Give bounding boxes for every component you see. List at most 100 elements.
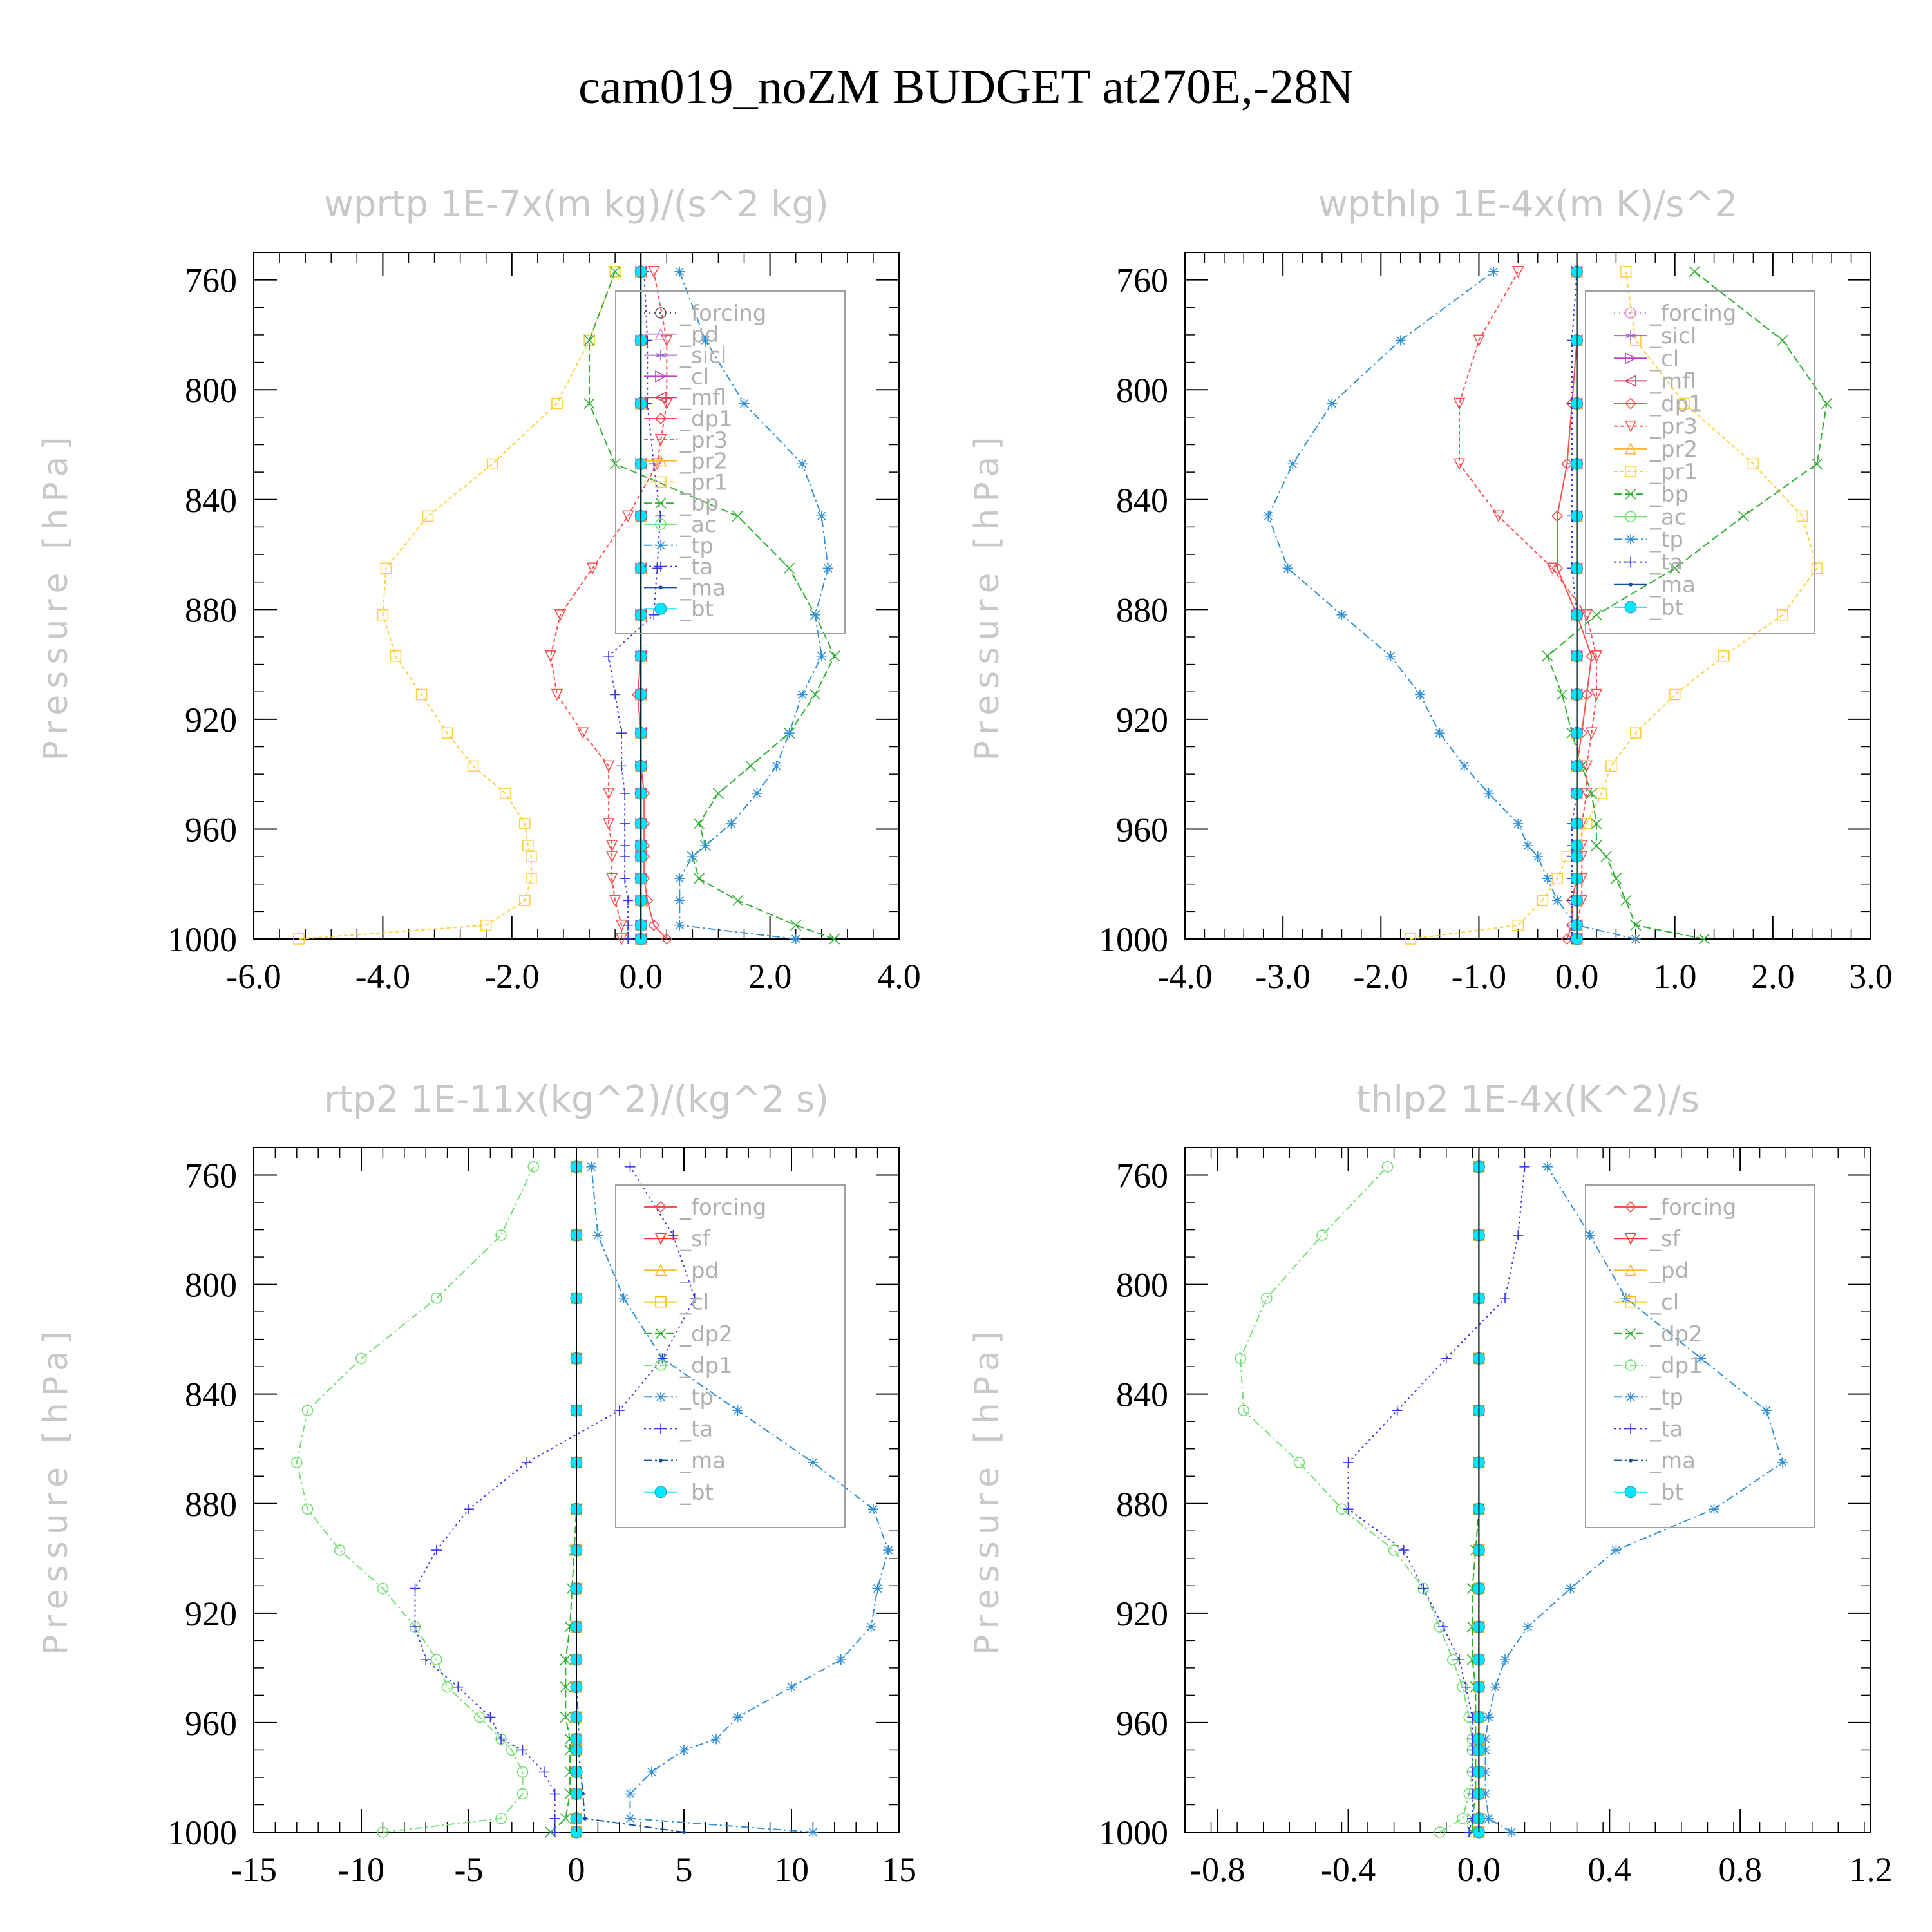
data-point [689, 1293, 700, 1303]
data-point [1405, 933, 1416, 945]
x-tick-label: 2.0 [1751, 957, 1795, 996]
y-tick-label: 1000 [1099, 920, 1168, 959]
x-tick-label: -4.0 [1157, 957, 1212, 996]
data-point [693, 873, 705, 884]
data-point [1761, 1405, 1772, 1416]
series-line [1410, 271, 1818, 940]
legend-label: _forcing [679, 1195, 766, 1220]
data-point [1611, 1545, 1622, 1556]
data-point [464, 1504, 474, 1515]
legend-box [1585, 290, 1815, 634]
data-point [410, 1622, 421, 1633]
data-point [620, 788, 630, 799]
legend-marker [654, 1486, 667, 1499]
data-point [1392, 1405, 1403, 1416]
legend-label: _tp [679, 533, 714, 559]
data-point [380, 562, 392, 574]
data-point [453, 1681, 464, 1692]
legend-label: _bt [679, 1480, 714, 1506]
data-point [1441, 1353, 1452, 1364]
chart-panel-4: thlp2 1E-4x(K^2)/s Pressure [hPa] 760 800 84… [968, 1079, 1893, 1889]
legend-marker [655, 518, 667, 530]
data-point [583, 397, 595, 410]
legend-label: _dp1 [679, 406, 733, 432]
data-point [1235, 1352, 1247, 1365]
data-point [1434, 728, 1445, 739]
data-point [674, 920, 685, 931]
data-point [496, 1734, 507, 1745]
data-point [519, 895, 531, 907]
data-point [431, 1654, 442, 1665]
x-tick-label: 0.4 [1588, 1850, 1632, 1889]
data-point [810, 609, 820, 620]
data-point [431, 1545, 442, 1556]
data-point [485, 1712, 496, 1723]
data-point [1561, 458, 1573, 470]
data-point [1542, 1161, 1553, 1172]
legend-label: _bp [1649, 482, 1689, 507]
data-point [657, 1353, 668, 1364]
data-point [377, 1826, 389, 1838]
data-point [1551, 510, 1564, 522]
y-tick-label: 1000 [167, 1814, 237, 1852]
data-point [623, 934, 634, 944]
series-line [1557, 271, 1593, 940]
y-tick-label: 1000 [167, 920, 237, 959]
data-point [835, 1654, 846, 1665]
data-point [674, 873, 685, 884]
data-point [355, 1352, 367, 1365]
y-tick-label: 960 [1116, 810, 1168, 849]
legend-marker [1624, 397, 1637, 410]
data-point [616, 728, 627, 739]
data-point [1513, 818, 1524, 829]
legend-label: _cl [1649, 346, 1679, 372]
data-point [519, 818, 531, 829]
legend-label: _ta [679, 554, 713, 580]
legend-label: _ac [679, 512, 717, 538]
figure-title: cam019_noZM BUDGET at270E,-28N [578, 60, 1354, 114]
y-tick-label: 760 [185, 1157, 237, 1195]
series-line [1347, 1166, 1526, 1833]
data-point [1584, 1230, 1595, 1241]
data-point [1260, 1293, 1273, 1304]
data-point [625, 1161, 636, 1172]
legend-marker [1624, 601, 1637, 614]
series-line [549, 271, 668, 939]
x-tick-label: -5 [455, 1850, 484, 1889]
data-point [301, 1503, 314, 1515]
data-point [1480, 1766, 1491, 1777]
data-point [377, 609, 389, 621]
y-tick-label: 840 [1116, 481, 1168, 520]
y-tick-label: 800 [185, 1266, 237, 1305]
data-point [1557, 688, 1568, 701]
data-point [1453, 458, 1466, 471]
data-point [1796, 510, 1808, 522]
data-point [1669, 562, 1681, 574]
data-point [415, 688, 428, 701]
x-tick-label: -1.0 [1452, 957, 1506, 996]
data-point [526, 873, 537, 884]
legend-label: _mfl [1649, 368, 1696, 394]
legend: _forcing_sicl_cl_mfl_dp1_pr3_pr2_pr1_bp_… [1585, 290, 1815, 634]
data-point [1464, 1827, 1475, 1837]
legend-marker [655, 370, 667, 383]
x-tick-label: 1.2 [1849, 1850, 1893, 1889]
data-point [625, 1813, 636, 1824]
data-point [527, 1160, 540, 1173]
legend-label: _sf [1649, 1226, 1681, 1252]
data-point [1532, 851, 1543, 862]
legend: _forcing _sf _pd _cl _dp2 _dp1 _tp _ta _ma _bt [615, 1184, 846, 1528]
data-point [646, 1766, 657, 1777]
data-point [1483, 1712, 1494, 1723]
data-point [739, 398, 750, 409]
legend: _forcing _sf _pd _cl _dp2 _dp1 _tp _ta _ma _bt [1585, 1184, 1815, 1528]
data-point [576, 727, 589, 739]
legend-label: _dp2 [1649, 1321, 1703, 1347]
data-point [1669, 688, 1681, 701]
data-point [1459, 761, 1470, 772]
data-point [1287, 459, 1298, 469]
legend-marker [659, 1458, 663, 1463]
data-point [334, 1544, 346, 1556]
data-point [1238, 1405, 1250, 1416]
